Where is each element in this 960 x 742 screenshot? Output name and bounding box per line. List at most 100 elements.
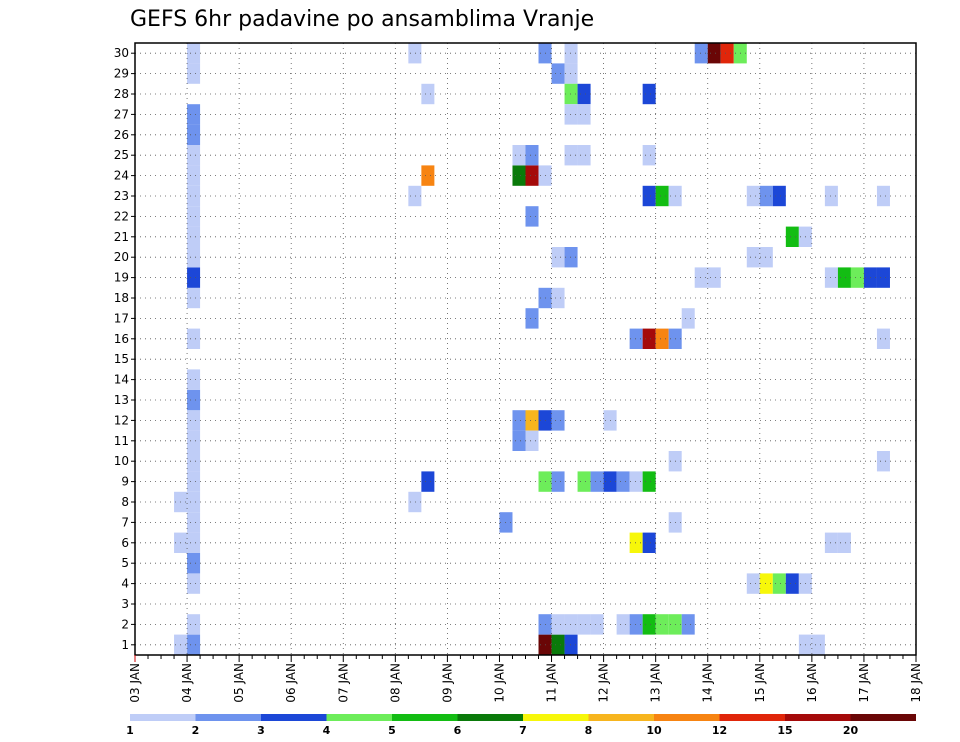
precip-cell [694,43,708,64]
precip-cell [746,247,760,268]
precip-cell [642,471,656,492]
precip-cell [551,410,565,431]
precip-cell [408,491,422,513]
precip-cell [187,165,201,186]
y-tick-label: 28 [114,87,129,101]
legend-swatch [654,714,720,721]
precip-cell [187,369,201,390]
precip-cell [824,185,838,207]
y-tick-label: 19 [114,271,129,285]
legend-swatch [195,714,261,721]
legend-swatch [850,714,916,721]
precip-cell [187,104,201,125]
precip-cell [551,634,565,655]
legend-label: 1 [126,724,134,737]
precip-cell [759,573,773,594]
precip-cell [187,573,201,594]
cells-layer [174,43,890,655]
legend-label: 10 [646,724,662,737]
precip-cell [642,532,656,553]
precip-cell [629,532,643,553]
precip-cell [187,389,201,411]
precip-cell [551,614,565,635]
precip-cell [564,634,578,655]
legend-label: 5 [388,724,396,737]
precip-cell [187,124,201,145]
precip-cell [408,43,422,64]
y-tick-label: 2 [121,617,129,631]
x-tick-label: 05 JAN [232,663,246,703]
y-tick-label: 10 [114,454,129,468]
precip-cell [512,165,526,186]
precip-cell [655,328,669,349]
y-tick-label: 21 [114,230,129,244]
legend-label: 4 [323,724,331,737]
precip-cell [642,614,656,635]
x-tick-label: 09 JAN [440,663,454,703]
precip-cell [525,430,539,451]
precip-cell [512,145,526,166]
precip-cell [707,43,721,64]
legend-label: 7 [519,724,527,737]
legend-swatch [261,714,327,721]
legend-label: 8 [585,724,593,737]
precip-cell [616,614,630,635]
precip-cell [187,287,201,309]
x-tick-label: 17 JAN [857,663,871,703]
precip-cell [824,532,838,553]
x-tick-label: 12 JAN [597,663,611,703]
legend-swatch [130,714,196,721]
precip-cell [876,185,890,207]
y-tick-label: 14 [114,373,129,387]
precip-cell [642,145,656,166]
y-tick-label: 27 [114,107,129,121]
precip-cell [850,267,864,288]
precip-cell [772,185,786,207]
precip-cell [720,43,734,64]
precip-cell [707,267,721,288]
y-tick-label: 7 [121,515,129,529]
precip-cell [564,247,578,268]
x-tick-label: 11 JAN [545,663,559,703]
precip-cell [187,328,201,349]
precip-cell [421,471,435,492]
precip-cell [525,308,539,329]
precip-cell [187,410,201,431]
precip-cell [551,63,565,84]
legend-swatch [719,714,785,721]
legend-label: 12 [712,724,727,737]
x-tick-label: 16 JAN [805,663,819,703]
x-tick-label: 03 JAN [128,663,142,703]
legend-swatch [392,714,458,721]
precip-cell [629,328,643,349]
precip-cell [564,145,578,166]
y-tick-label: 25 [114,148,129,162]
legend-label: 3 [257,724,265,737]
precip-cell [564,43,578,64]
precip-cell [616,471,630,492]
precip-cell [629,614,643,635]
x-tick-label: 07 JAN [336,663,350,703]
precip-cell [187,247,201,268]
precip-cell [577,471,591,492]
chart-title: GEFS 6hr padavine po ansamblima Vranje [130,7,594,32]
legend-swatch [785,714,851,721]
precip-cell [772,573,786,594]
y-tick-label: 16 [114,332,129,346]
precip-cell [187,614,201,635]
y-tick-label: 5 [121,556,129,570]
precip-cell [655,185,669,207]
precip-cell [876,328,890,349]
y-tick-label: 9 [121,475,129,489]
y-tick-label: 8 [121,495,129,509]
precip-cell [187,553,201,574]
precip-cell [551,247,565,268]
y-tick-label: 18 [114,291,129,305]
x-tick-label: 15 JAN [753,663,767,703]
precip-cell [187,451,201,472]
precip-cell [187,430,201,451]
legend-swatch [588,714,654,721]
precip-cell [187,471,201,492]
precip-cell [187,43,201,64]
